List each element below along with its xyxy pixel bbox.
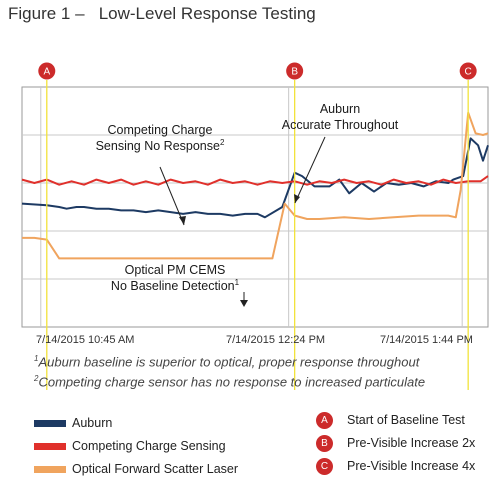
legend-item-auburn: Auburn	[34, 416, 112, 430]
legend-label-competing: Competing Charge Sensing	[72, 439, 226, 453]
marker-circle-C	[459, 62, 477, 80]
annotation-0-arrow	[159, 166, 185, 226]
marker-legend-a-text: Start of Baseline Test	[347, 412, 465, 427]
chart-grid	[21, 86, 489, 328]
annotation-2-line-0: Optical PM CEMS	[125, 263, 226, 277]
annotation-0-superscript: 2	[220, 138, 225, 147]
x-tick-label-1: 7/14/2015 12:24 PM	[226, 334, 325, 346]
annotation-1-line-1: Accurate Throughout	[282, 118, 399, 132]
annotation-0-line-1: Sensing No Response2	[96, 138, 225, 153]
legend-swatch-optical	[34, 466, 66, 474]
marker-letter-B: B	[291, 67, 298, 78]
footnote-2-sup: 2	[34, 374, 39, 383]
legend-label-auburn: Auburn	[72, 416, 113, 430]
event-markers: A B C	[38, 62, 477, 390]
x-tick-labels: 7/14/2015 10:45 AM 7/14/2015 12:24 PM 7/14…	[36, 334, 473, 346]
legend-item-competing: Competing Charge Sensing	[34, 439, 226, 453]
annotation-1-line-0: Auburn	[320, 102, 360, 116]
marker-circle-B	[286, 62, 304, 80]
marker-legend-b: B Pre-Visible Increase 2x	[316, 435, 475, 452]
marker-legend-b-icon: B	[316, 435, 333, 452]
marker-legend-a-icon: A	[316, 412, 333, 429]
footnote-1: 1Auburn baseline is superior to optical,…	[34, 354, 419, 369]
plot-frame	[21, 86, 489, 328]
marker-legend-b-text: Pre-Visible Increase 2x	[347, 435, 476, 450]
x-tick-label-0: 7/14/2015 10:45 AM	[36, 334, 134, 346]
page-title: Figure 1 – Low-Level Response Testing	[8, 4, 316, 23]
marker-legend-a: A Start of Baseline Test	[316, 412, 465, 429]
footnote-1-sup: 1	[34, 354, 39, 363]
marker-letter-A: A	[43, 67, 50, 78]
footnote-2-text: Competing charge sensor has no response …	[38, 374, 426, 390]
marker-circle-A	[38, 62, 56, 80]
legend-label-optical: Optical Forward Scatter Laser	[72, 462, 239, 476]
annotation-2-arrowhead	[240, 300, 248, 307]
series-line-0	[21, 137, 489, 219]
chart-series	[21, 111, 489, 260]
footnote-2: 2Competing charge sensor has no response…	[34, 374, 425, 389]
annotation-2-line-1: No Baseline Detection1	[111, 278, 240, 293]
marker-legend-c: C Pre-Visible Increase 4x	[316, 458, 475, 475]
marker-letter-C: C	[465, 67, 472, 78]
annotation-1-arrow	[294, 136, 326, 204]
x-tick-label-2: 7/14/2015 1:44 PM	[380, 334, 473, 346]
series-line-1	[21, 175, 489, 186]
annotation-2-superscript: 1	[235, 278, 240, 287]
marker-legend-c-text: Pre-Visible Increase 4x	[347, 458, 476, 473]
legend-swatch-competing	[34, 443, 66, 451]
annotation-0-line-0: Competing Charge	[108, 123, 213, 137]
marker-legend-c-icon: C	[316, 458, 333, 475]
annotation-1-arrowhead	[294, 194, 300, 203]
legend-swatch-auburn	[34, 420, 66, 428]
footnote-1-text: Auburn baseline is superior to optical, …	[38, 354, 420, 370]
series-line-2	[22, 111, 489, 260]
annotation-0-arrowhead	[179, 216, 186, 225]
legend-item-optical: Optical Forward Scatter Laser	[34, 462, 238, 476]
